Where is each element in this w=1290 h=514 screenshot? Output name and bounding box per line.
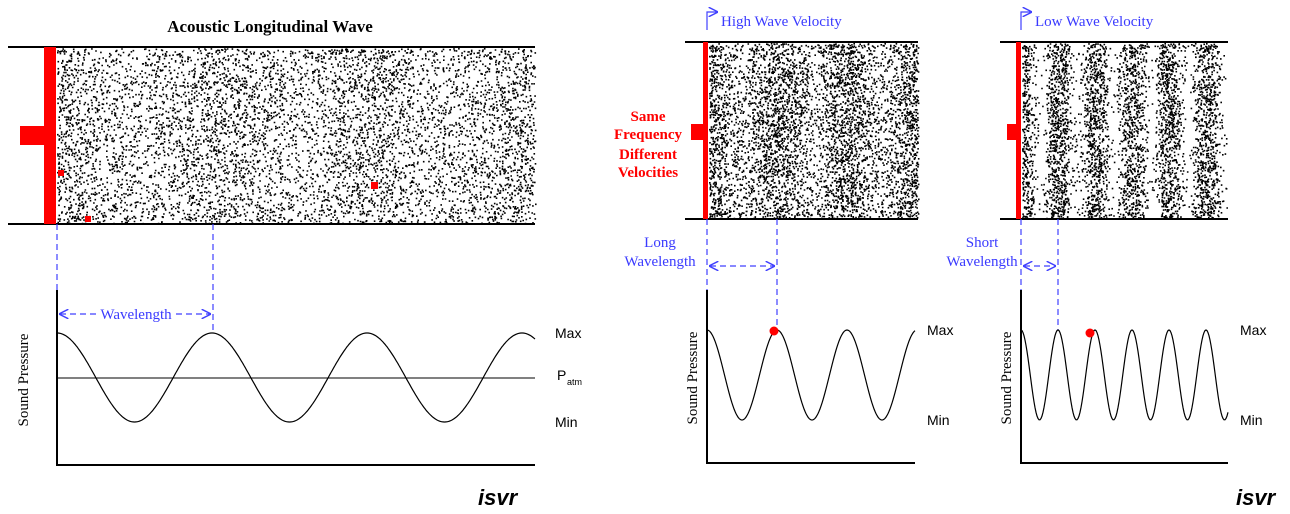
piston — [1016, 42, 1021, 219]
velocity-arrow — [706, 12, 717, 30]
min-label: Min — [555, 414, 578, 430]
pressure-wave — [1020, 329, 1229, 421]
logo: isvr — [478, 485, 519, 510]
annotation: Velocities — [618, 165, 678, 181]
piston — [703, 42, 708, 219]
piston-rod — [1007, 124, 1016, 140]
particle-marker — [85, 216, 91, 222]
particle-marker — [58, 170, 64, 176]
wavelength-label: Long — [644, 235, 676, 251]
annotation: Different — [619, 147, 677, 163]
particles — [57, 43, 1228, 225]
piston-rod — [20, 126, 44, 145]
wavelength-label: Wavelength — [100, 307, 172, 323]
velocity-arrow — [1020, 12, 1031, 30]
axes — [706, 290, 915, 464]
particle-marker — [769, 326, 779, 336]
annotation: Frequency — [614, 127, 683, 143]
patm-subscript: atm — [567, 377, 582, 387]
annotation: Same — [631, 109, 666, 125]
piston-rod — [691, 124, 703, 140]
axes — [1020, 290, 1228, 464]
title: Acoustic Longitudinal Wave — [167, 17, 373, 36]
patm-label: P — [557, 367, 566, 383]
piston — [44, 47, 56, 224]
velocity-label: High Wave Velocity — [721, 14, 842, 30]
particles — [709, 43, 920, 220]
y-axis-label: Sound Pressure — [16, 333, 32, 426]
wavelength-label: Wavelength — [946, 254, 1018, 270]
wavelength-label: Short — [966, 235, 999, 251]
logo: isvr — [1236, 485, 1277, 510]
y-axis-label: Sound Pressure — [999, 331, 1015, 424]
pressure-wave — [706, 329, 916, 421]
min-label: Min — [1240, 412, 1263, 428]
particle-marker — [1085, 328, 1095, 338]
axes — [56, 290, 535, 466]
particle-marker — [371, 182, 378, 189]
max-label: Max — [1240, 322, 1266, 338]
max-label: Max — [927, 322, 953, 338]
velocity-label: Low Wave Velocity — [1035, 14, 1154, 30]
pressure-wave — [57, 332, 536, 423]
particles — [57, 48, 537, 225]
y-axis-label: Sound Pressure — [685, 331, 701, 424]
min-label: Min — [927, 412, 950, 428]
wavelength-label: Wavelength — [624, 254, 696, 270]
particles — [1022, 43, 1228, 220]
max-label: Max — [555, 325, 581, 341]
